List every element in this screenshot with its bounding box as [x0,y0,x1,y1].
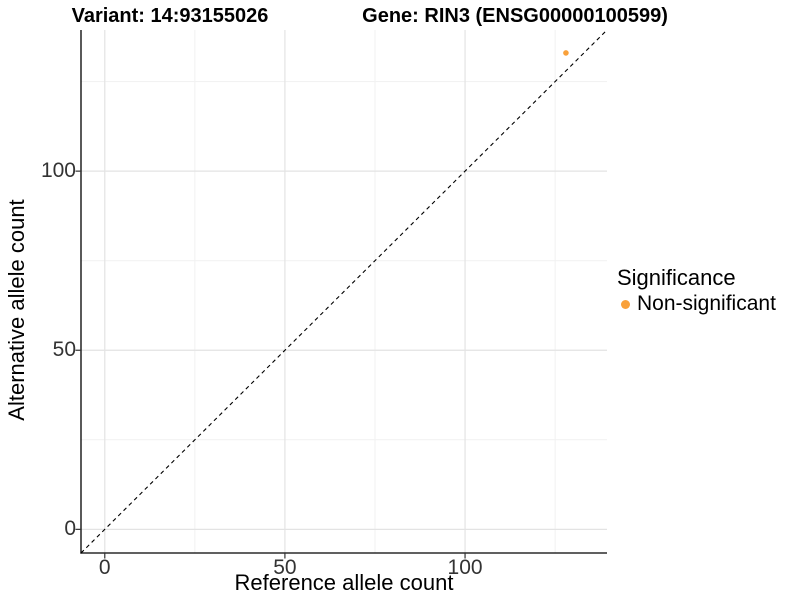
y-tick-label: 0 [64,517,76,541]
identity-dashed-line [80,29,608,554]
y-tick-label: 50 [52,338,76,362]
plot-title-gene: Gene: RIN3 (ENSG00000100599) [362,5,668,27]
legend-item-non-significant: Non-significant [617,292,776,316]
y-tick-label: 100 [40,159,76,183]
x-tick-label: 100 [447,556,483,579]
legend-item-label: Non-significant [637,292,776,315]
legend-title: Significance [617,265,736,290]
x-tick-label: 0 [98,556,111,579]
plot-title-variant: Variant: 14:93155026 [71,5,269,27]
x-tick-label: 50 [273,556,297,579]
x-axis-label: Reference allele count [234,570,454,595]
data-point [563,50,569,56]
legend: Significance Non-significant [617,266,776,316]
legend-point-icon [621,299,630,309]
